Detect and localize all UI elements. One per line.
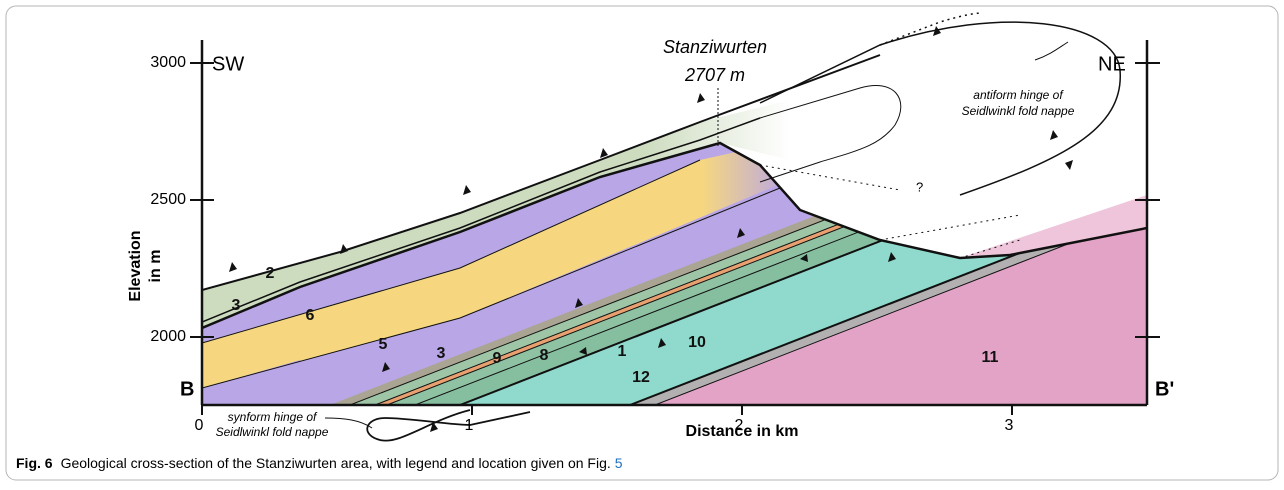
y-title: Elevation [127,230,144,301]
x-title: Distance in km [686,423,799,440]
unit-label: 3 [437,345,446,362]
caption-label: Fig. 6 [16,455,53,471]
annotation: ? [916,179,923,194]
annotation: Seidlwinkl fold nappe [216,425,329,439]
arrow [1035,42,1068,60]
end-label: B [180,378,194,400]
x-tick-label: 1 [465,417,474,434]
y-tick-label: 3000 [150,54,186,71]
y-tick-label: 2000 [150,328,186,345]
unit-label: 11 [982,349,999,366]
y-title: in m [147,250,164,283]
peak-elevation: 2707 m [684,65,745,85]
annotation: synform hinge of [228,410,318,424]
annotation: Seidlwinkl fold nappe [962,104,1075,118]
unit-label: 5 [379,336,388,353]
unit-label: 2 [266,265,275,282]
unit-label: 9 [493,350,502,367]
caption-text: Geological cross-section of the Stanziwu… [61,455,611,471]
annotation: antiform hinge of [973,88,1064,102]
x-tick-label: 0 [195,417,204,434]
caption-ref[interactable]: 5 [615,455,623,471]
unit-label: 6 [306,307,315,324]
synform [367,410,530,441]
end-label: B' [1155,378,1174,400]
unit-label: 10 [688,334,706,351]
y-tick-label: 2500 [150,191,186,208]
caption: Fig. 6 Geological cross-section of the St… [16,455,623,471]
x-tick-label: 3 [1005,417,1014,434]
unit-label: 1 [618,343,627,360]
peak-name: Stanziwurten [663,37,767,57]
arrow [325,418,372,428]
page: {"axes":{"y_title":["Elevation","in m"],… [0,0,1284,490]
end-label: NE [1098,53,1126,75]
unit-label: 3 [232,297,241,314]
end-label: SW [212,53,244,75]
figure: 300025002000012323653981101211 SW NE B B… [0,0,1284,485]
unit-label: 12 [632,369,650,386]
unit-label: 8 [540,347,549,364]
geology [202,40,1284,405]
